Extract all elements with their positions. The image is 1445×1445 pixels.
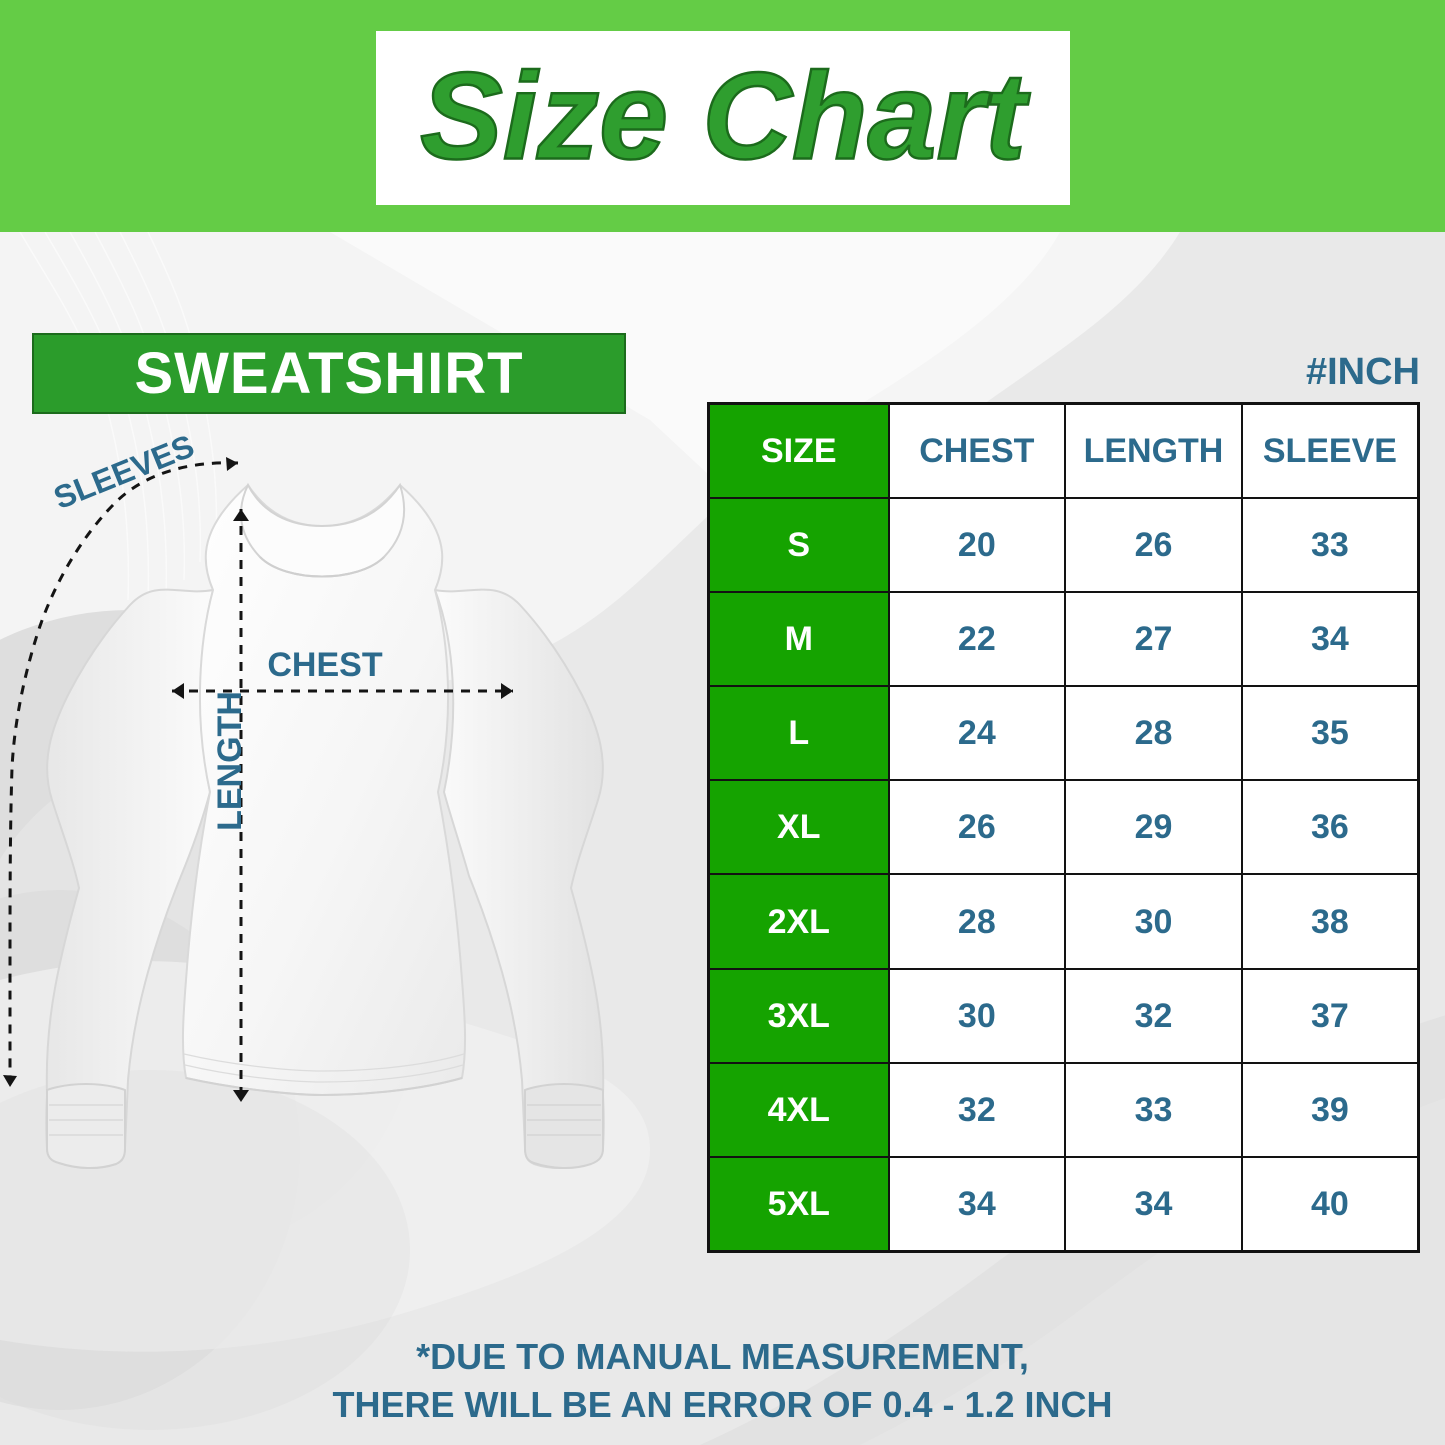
svg-text:LENGTH: LENGTH [211, 691, 249, 831]
svg-text:CHEST: CHEST [267, 646, 382, 684]
svg-text:Size Chart: Size Chart [420, 48, 1030, 186]
